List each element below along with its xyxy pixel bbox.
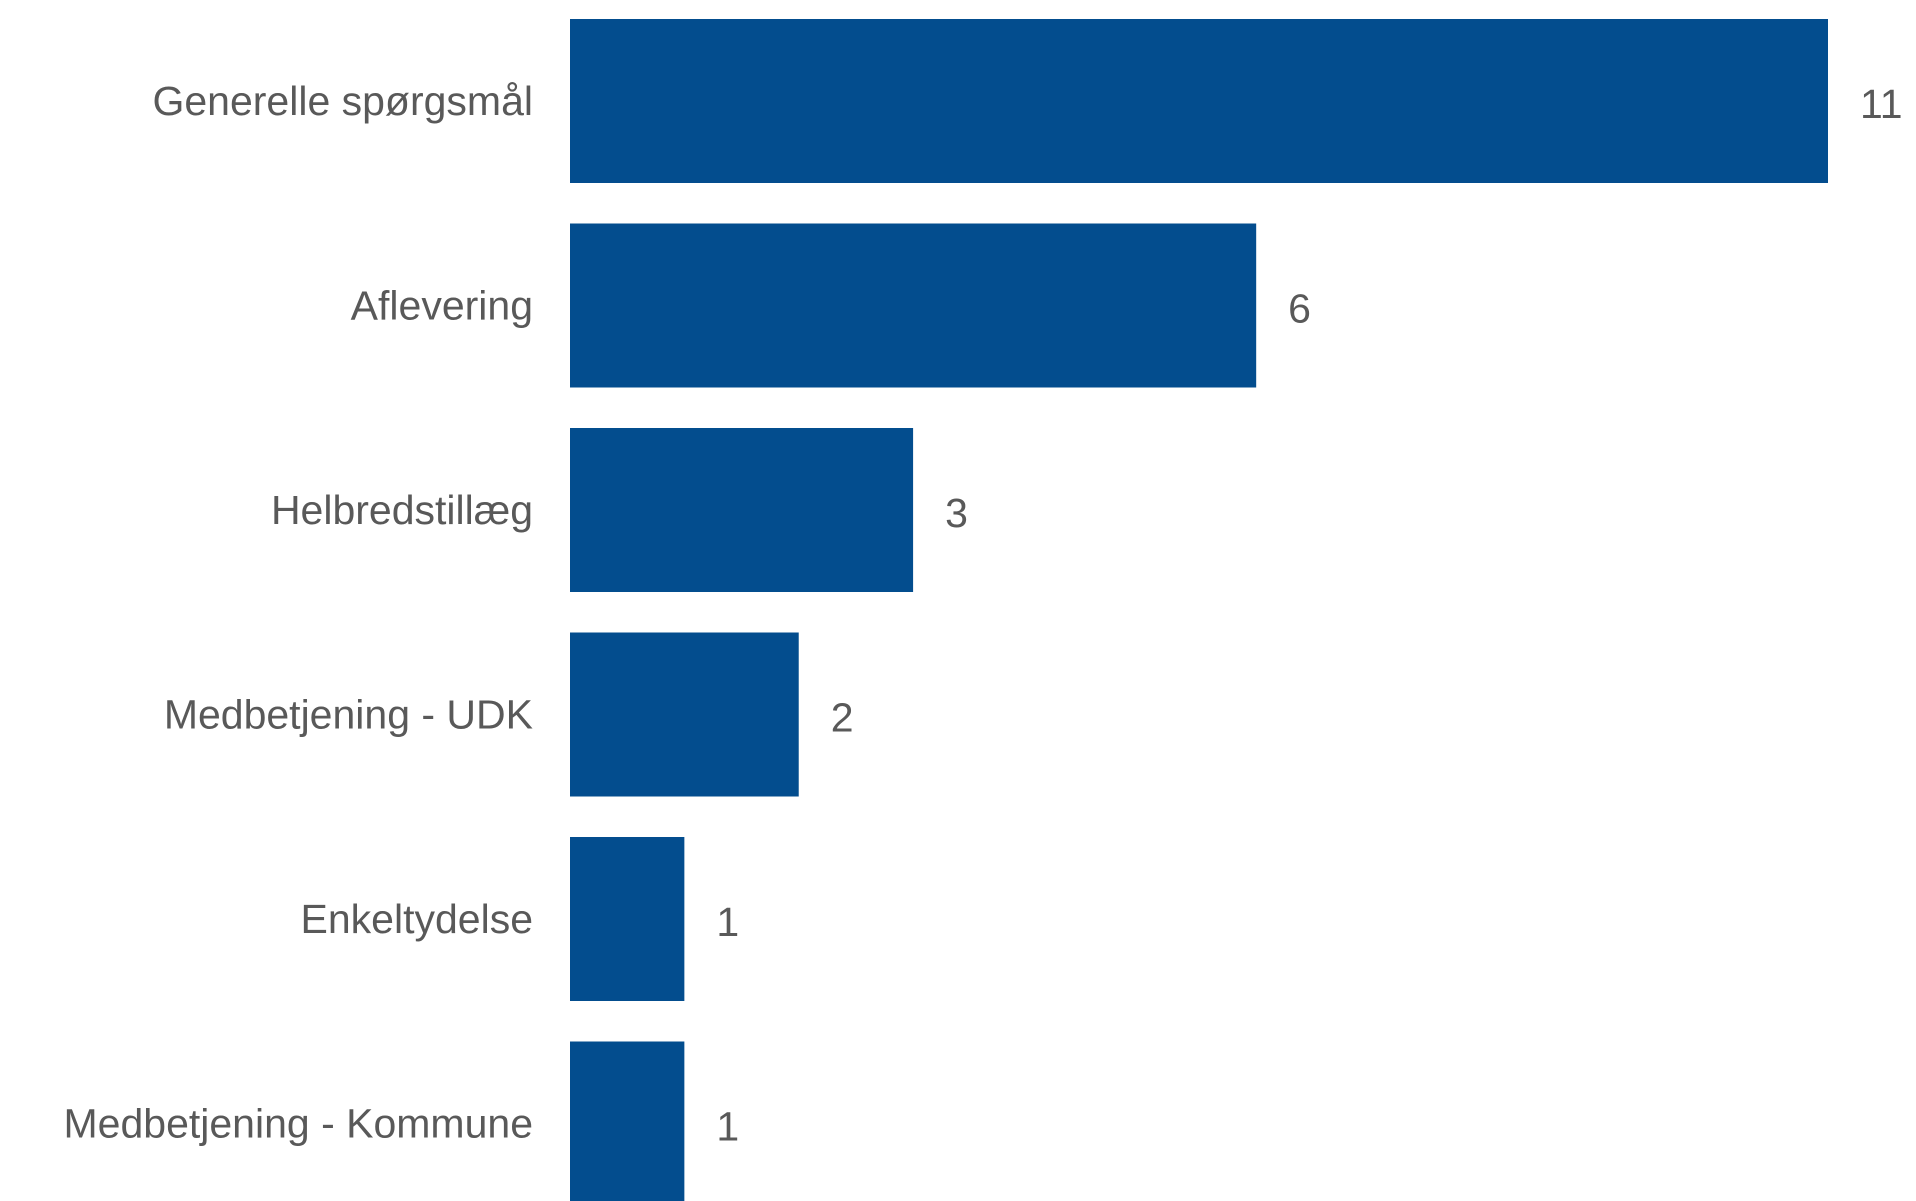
value-label-2: 3 (945, 490, 968, 536)
bars-layer (570, 19, 1828, 1201)
category-labels: Generelle spørgsmål Aflevering Helbredstil… (64, 78, 533, 1147)
value-label-0: 11 (1860, 81, 1903, 127)
category-label-1: Aflevering (351, 283, 533, 329)
category-label-3: Medbetjening - UDK (164, 692, 533, 738)
value-label-3: 2 (831, 695, 854, 741)
bar-4 (570, 837, 685, 1001)
bar-0 (570, 19, 1828, 183)
value-label-1: 6 (1288, 286, 1311, 332)
bar-5 (570, 1041, 685, 1201)
value-label-4: 1 (716, 899, 739, 945)
bar-2 (570, 428, 914, 592)
bar-3 (570, 632, 799, 797)
category-label-2: Helbredstillæg (271, 487, 533, 533)
category-label-5: Medbetjening - Kommune (64, 1101, 533, 1147)
category-label-0: Generelle spørgsmål (152, 78, 533, 124)
value-label-5: 1 (716, 1104, 739, 1150)
bar-1 (570, 223, 1257, 388)
category-label-4: Enkeltydelse (301, 896, 533, 942)
